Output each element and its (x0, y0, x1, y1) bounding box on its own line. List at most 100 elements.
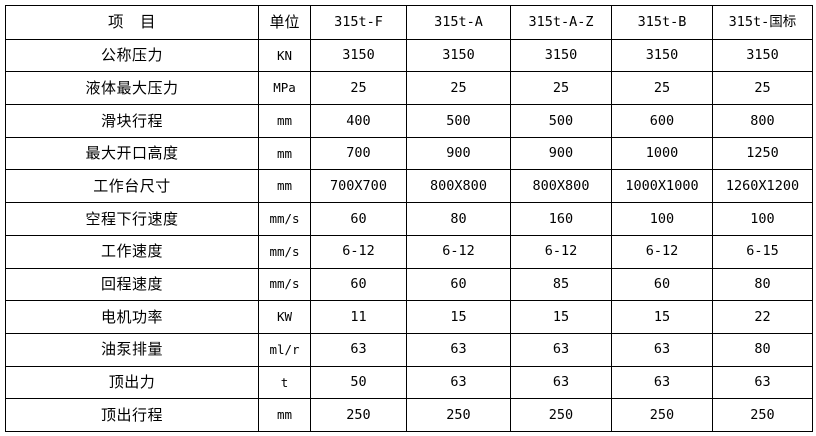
row-label: 回程速度 (5, 267, 259, 302)
row-label: 工作台尺寸 (5, 169, 259, 204)
cell-value: 900 (406, 136, 511, 171)
cell-value: 250 (510, 398, 612, 432)
cell-value: 800X800 (406, 169, 511, 204)
cell-value: 63 (310, 332, 407, 367)
column-header-315t-f: 315t-F (310, 5, 407, 40)
table-row: 公称压力 KN 3150 3150 3150 3150 3150 (5, 38, 813, 73)
cell-value: 250 (611, 398, 713, 432)
row-unit: mm/s (258, 202, 311, 236)
column-header-315t-guobiao: 315t-国标 (712, 5, 813, 40)
row-label: 最大开口高度 (5, 136, 259, 171)
row-unit: KN (258, 38, 311, 73)
cell-value: 50 (310, 365, 407, 400)
cell-value: 22 (712, 300, 813, 334)
row-label: 顶出行程 (5, 398, 259, 432)
cell-value: 250 (310, 398, 407, 432)
table-header-row: 项 目 单位 315t-F 315t-A 315t-A-Z 315t-B 315… (5, 5, 813, 40)
cell-value: 3150 (510, 38, 612, 73)
cell-value: 15 (406, 300, 511, 334)
row-unit: mm (258, 398, 311, 432)
row-unit: mm (258, 169, 311, 204)
cell-value: 160 (510, 202, 612, 236)
row-label: 液体最大压力 (5, 71, 259, 106)
cell-value: 6-12 (611, 234, 713, 269)
cell-value: 60 (406, 267, 511, 302)
cell-value: 25 (310, 71, 407, 106)
row-unit: KW (258, 300, 311, 334)
table-row: 回程速度 mm/s 60 60 85 60 80 (5, 267, 813, 302)
cell-value: 25 (406, 71, 511, 106)
row-label: 滑块行程 (5, 104, 259, 138)
column-header-315t-a: 315t-A (406, 5, 511, 40)
cell-value: 3150 (712, 38, 813, 73)
cell-value: 63 (712, 365, 813, 400)
table-row: 电机功率 KW 11 15 15 15 22 (5, 300, 813, 334)
row-label: 顶出力 (5, 365, 259, 400)
table-row: 滑块行程 mm 400 500 500 600 800 (5, 104, 813, 138)
cell-value: 25 (510, 71, 612, 106)
table-row: 空程下行速度 mm/s 60 80 160 100 100 (5, 202, 813, 236)
cell-value: 700X700 (310, 169, 407, 204)
table-row: 液体最大压力 MPa 25 25 25 25 25 (5, 71, 813, 106)
cell-value: 25 (712, 71, 813, 106)
cell-value: 85 (510, 267, 612, 302)
cell-value: 1000X1000 (611, 169, 713, 204)
cell-value: 6-12 (510, 234, 612, 269)
cell-value: 1260X1200 (712, 169, 813, 204)
cell-value: 800X800 (510, 169, 612, 204)
cell-value: 100 (611, 202, 713, 236)
cell-value: 600 (611, 104, 713, 138)
cell-value: 63 (611, 332, 713, 367)
cell-value: 80 (712, 332, 813, 367)
cell-value: 400 (310, 104, 407, 138)
cell-value: 250 (712, 398, 813, 432)
cell-value: 1250 (712, 136, 813, 171)
cell-value: 700 (310, 136, 407, 171)
cell-value: 6-12 (310, 234, 407, 269)
row-unit: t (258, 365, 311, 400)
cell-value: 63 (510, 332, 612, 367)
cell-value: 100 (712, 202, 813, 236)
cell-value: 3150 (310, 38, 407, 73)
cell-value: 60 (310, 267, 407, 302)
table-body: 项 目 单位 315t-F 315t-A 315t-A-Z 315t-B 315… (5, 5, 813, 432)
table-row: 最大开口高度 mm 700 900 900 1000 1250 (5, 136, 813, 171)
row-label: 公称压力 (5, 38, 259, 73)
row-unit: mm/s (258, 234, 311, 269)
cell-value: 25 (611, 71, 713, 106)
table-row: 工作速度 mm/s 6-12 6-12 6-12 6-12 6-15 (5, 234, 813, 269)
row-unit: MPa (258, 71, 311, 106)
cell-value: 900 (510, 136, 612, 171)
cell-value: 500 (510, 104, 612, 138)
specification-table-container: 项 目 单位 315t-F 315t-A 315t-A-Z 315t-B 315… (5, 5, 813, 432)
cell-value: 3150 (611, 38, 713, 73)
cell-value: 63 (406, 332, 511, 367)
row-unit: ml/r (258, 332, 311, 367)
row-label: 空程下行速度 (5, 202, 259, 236)
cell-value: 6-12 (406, 234, 511, 269)
cell-value: 11 (310, 300, 407, 334)
column-header-315t-b: 315t-B (611, 5, 713, 40)
table-row: 油泵排量 ml/r 63 63 63 63 80 (5, 332, 813, 367)
cell-value: 250 (406, 398, 511, 432)
cell-value: 60 (611, 267, 713, 302)
table-row: 工作台尺寸 mm 700X700 800X800 800X800 1000X10… (5, 169, 813, 204)
row-label: 工作速度 (5, 234, 259, 269)
cell-value: 80 (406, 202, 511, 236)
column-header-item: 项 目 (5, 5, 259, 40)
cell-value: 63 (510, 365, 612, 400)
table-row: 顶出力 t 50 63 63 63 63 (5, 365, 813, 400)
cell-value: 500 (406, 104, 511, 138)
cell-value: 63 (406, 365, 511, 400)
row-label: 油泵排量 (5, 332, 259, 367)
table-row: 顶出行程 mm 250 250 250 250 250 (5, 398, 813, 432)
cell-value: 80 (712, 267, 813, 302)
specification-table: 项 目 单位 315t-F 315t-A 315t-A-Z 315t-B 315… (5, 5, 813, 432)
cell-value: 63 (611, 365, 713, 400)
cell-value: 6-15 (712, 234, 813, 269)
cell-value: 60 (310, 202, 407, 236)
column-header-315t-a-z: 315t-A-Z (510, 5, 612, 40)
cell-value: 15 (510, 300, 612, 334)
row-unit: mm (258, 104, 311, 138)
column-header-unit: 单位 (258, 5, 311, 40)
